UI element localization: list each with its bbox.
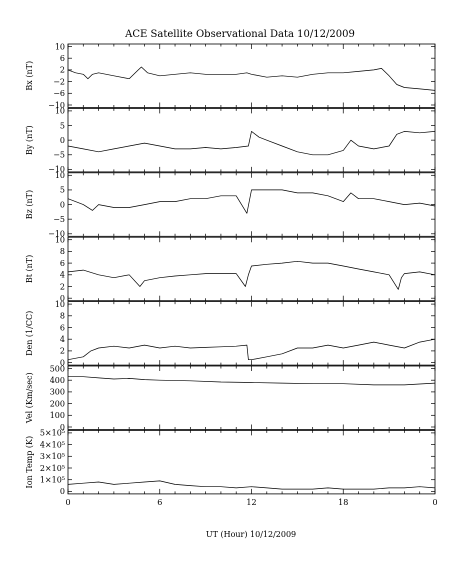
y-tick-label: 300 [50, 388, 65, 397]
panel-frame [67, 172, 436, 237]
panel-5: 10 8 6 4 2 0 Den (1/CC) [25, 300, 436, 367]
y-tick-label: 8 [60, 312, 65, 321]
y-tick-label: 6 [60, 259, 65, 268]
panel-2: 10 5 0 −5 −10 By (nT) [25, 107, 436, 174]
y-tick-label: 5 [60, 186, 65, 195]
y-tick-label: 2×10⁵ [40, 464, 65, 473]
y-axis-label: Bz (nT) [25, 190, 34, 219]
panel-4: 10 8 6 4 2 0 Bt (nT) [25, 236, 436, 303]
y-tick-label: 0 [60, 358, 65, 367]
y-tick-label: 6 [60, 54, 65, 63]
y-tick-label: −10 [48, 165, 65, 174]
y-tick-label: 2 [60, 282, 65, 291]
series-line [68, 376, 436, 386]
x-axis-label: UT (Hour) 10/12/2009 [206, 530, 296, 539]
series-line [67, 66, 436, 91]
y-tick-label: −10 [48, 230, 65, 239]
panel-3: 10 5 0 −5 −10 Bz (nT) [25, 171, 436, 239]
panel-frame [67, 236, 436, 302]
y-tick-label: 1×10⁵ [40, 476, 65, 485]
y-tick-label: 2 [60, 347, 65, 356]
y-tick-label: 8 [60, 247, 65, 256]
y-tick-label: 4 [60, 335, 65, 344]
panel-1: 10 6 2 −2 −6 −10 Bx (nT) [25, 42, 436, 110]
y-tick-label: 400 [50, 376, 65, 385]
panel-frame [67, 429, 436, 495]
y-tick-label: 3×10⁵ [40, 452, 65, 461]
y-tick-label: 10 [55, 171, 65, 180]
panel-frame [67, 301, 436, 366]
chart-title: ACE Satellite Observational Data 10/12/2… [124, 29, 355, 40]
y-tick-label: 4 [60, 271, 65, 280]
y-tick-label: 0 [60, 487, 65, 496]
series-line [67, 260, 436, 290]
y-axis-label: Ion Temp (K) [25, 436, 34, 489]
y-tick-label: 6 [60, 323, 65, 332]
y-tick-label: 500 [50, 364, 65, 373]
y-tick-label: 0 [60, 136, 65, 145]
y-tick-label: 4×10⁵ [40, 440, 65, 449]
y-tick-label: −2 [53, 77, 65, 86]
x-tick-label: 6 [157, 498, 162, 507]
panel-frame [67, 365, 436, 430]
panel-frame [67, 108, 436, 173]
y-tick-label: 0 [60, 200, 65, 209]
y-tick-label: −5 [53, 151, 65, 160]
y-tick-label: 0 [60, 423, 65, 432]
y-tick-label: 10 [55, 107, 65, 116]
x-tick-label: 12 [246, 498, 256, 507]
y-tick-label: 100 [50, 411, 65, 420]
panel-6: 500 400 300 200 100 0 Vel (Km/sec) [25, 364, 436, 432]
y-tick-label: 2 [60, 66, 65, 75]
y-tick-label: −6 [53, 89, 65, 98]
y-axis-label: Bt (nT) [25, 255, 34, 283]
panel-frame [67, 43, 436, 108]
series-line [67, 480, 436, 490]
x-tick-label: 18 [338, 498, 348, 507]
series-line [67, 131, 436, 156]
y-axis-label: By (nT) [25, 125, 34, 155]
x-tick-label: 0 [65, 498, 70, 507]
y-tick-label: −5 [53, 215, 65, 224]
panels-group: 10 6 2 −2 −6 −10 Bx (nT) 10 5 0 −5 −10 By (nT) 10 5 0 −5… [25, 42, 438, 507]
y-tick-label: 5 [60, 121, 65, 130]
y-axis-label: Vel (Km/sec) [25, 372, 34, 424]
x-tick-label: 0 [432, 498, 437, 507]
series-line [67, 189, 436, 214]
series-line [67, 338, 436, 361]
y-axis-label: Den (1/CC) [25, 311, 34, 356]
y-tick-label: 10 [55, 300, 65, 309]
y-tick-label: −10 [48, 101, 65, 110]
panel-7: 5×10⁵ 4×10⁵ 3×10⁵ 2×10⁵ 1×10⁵ 0 Ion Temp (K) 0 6… [25, 429, 438, 507]
y-tick-label: 10 [55, 42, 65, 51]
y-tick-label: 0 [60, 294, 65, 303]
y-tick-label: 200 [50, 399, 65, 408]
y-tick-label: 10 [55, 236, 65, 245]
y-tick-label: 5×10⁵ [40, 429, 65, 438]
y-axis-label: Bx (nT) [25, 61, 34, 91]
